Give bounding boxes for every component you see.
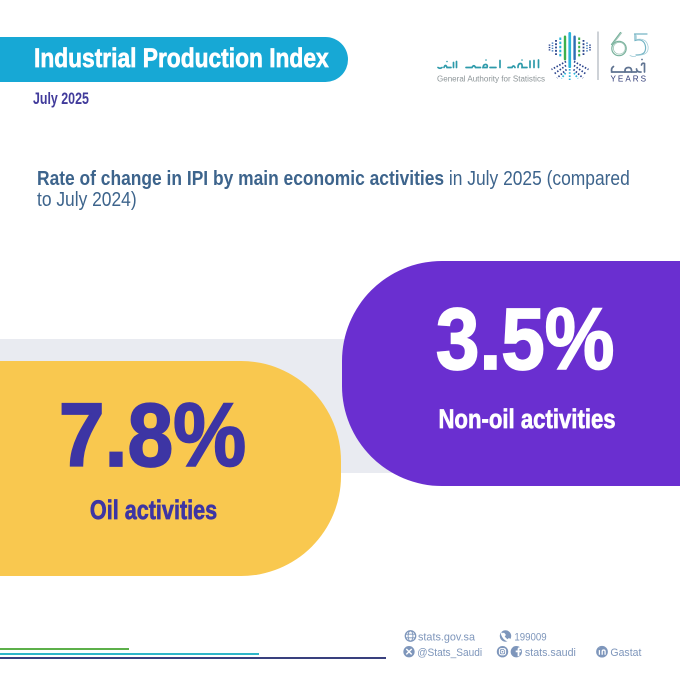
- svg-text:199009: 199009: [514, 632, 546, 644]
- svg-text:stats.saudi: stats.saudi: [525, 647, 576, 659]
- svg-text:YEARS: YEARS: [611, 75, 649, 84]
- svg-text:Gastat: Gastat: [610, 647, 641, 659]
- svg-text:@Stats_Saudi: @Stats_Saudi: [417, 647, 482, 659]
- svg-text:stats.gov.sa: stats.gov.sa: [418, 632, 476, 644]
- svg-text:General Authority for Statisti: General Authority for Statistics: [437, 75, 545, 84]
